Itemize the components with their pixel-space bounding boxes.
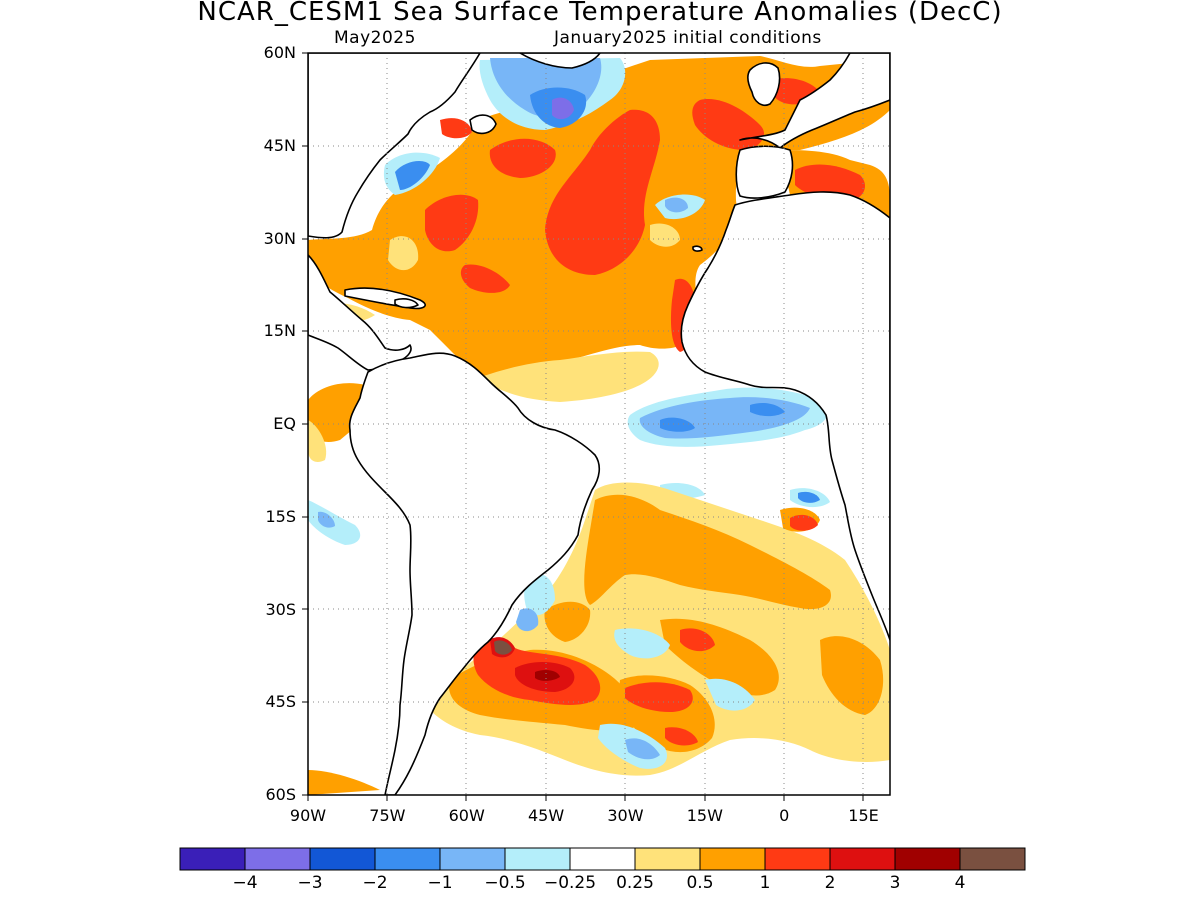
lat-label: EQ — [273, 414, 296, 433]
legend-label: −1 — [427, 873, 453, 893]
legend-swatch — [504, 847, 571, 871]
legend-swatch — [374, 847, 441, 871]
initial-conditions: January2025 initial conditions — [554, 28, 822, 48]
anomaly-cold-equatorial — [627, 387, 828, 499]
north-america-land — [308, 53, 481, 239]
central-america-land — [308, 254, 412, 371]
legend-label: −4 — [232, 873, 258, 893]
lat-label: 30S — [265, 599, 296, 619]
legend-label: −2 — [362, 873, 388, 893]
legend-swatch — [179, 847, 246, 871]
greenland-land — [519, 53, 601, 69]
anomaly-cold-south-atlantic — [308, 488, 830, 769]
legend-label: −0.5 — [484, 873, 526, 893]
south-america-land — [348, 352, 601, 795]
legend-swatch — [959, 847, 1026, 871]
lon-label: 45W — [527, 806, 565, 825]
legend-label: −3 — [297, 873, 323, 893]
anomaly-cold-north-atlantic — [383, 58, 705, 220]
legend-swatch — [894, 847, 961, 871]
hispaniola-land — [394, 298, 419, 309]
legend-label: −0.25 — [543, 873, 597, 893]
legend-swatch — [829, 847, 896, 871]
lat-label: 15N — [263, 321, 296, 341]
canary-islands — [692, 245, 703, 252]
anomaly-hot-south-atlantic — [473, 514, 818, 746]
legend-label: 4 — [954, 873, 966, 893]
lon-label: 30W — [607, 806, 644, 825]
land — [308, 53, 890, 795]
axis-ticks — [302, 52, 864, 801]
map-gridlines — [308, 53, 890, 795]
lat-label: 60N — [263, 43, 296, 62]
legend-swatch — [309, 847, 376, 871]
chart-title: NCAR_CESM1 Sea Surface Temperature Anoma… — [197, 0, 1003, 27]
forecast-month: May2025 — [334, 28, 416, 48]
legend-swatch — [634, 847, 701, 871]
lon-label: 15E — [848, 806, 879, 825]
legend-swatch — [439, 847, 506, 871]
legend-label: 2 — [824, 873, 836, 893]
africa-land — [680, 191, 890, 641]
lat-label: 60S — [265, 785, 296, 804]
lat-label: 45S — [265, 692, 296, 712]
lat-label: 45N — [263, 135, 296, 155]
anomaly-mild-warm — [308, 223, 680, 462]
legend-label: 1 — [759, 873, 771, 893]
legend-label: 0.5 — [686, 873, 714, 893]
legend-label: 0.25 — [616, 873, 654, 893]
lon-label: 60W — [448, 806, 485, 825]
legend-swatch — [244, 847, 311, 871]
legend-swatch — [699, 847, 766, 871]
legend-label: 3 — [889, 873, 901, 893]
legend-swatch — [764, 847, 831, 871]
lon-label: 90W — [289, 806, 327, 825]
legend-swatch — [569, 847, 636, 871]
newfoundland-land — [469, 114, 497, 135]
europe-land — [739, 53, 890, 149]
lon-label: 75W — [369, 806, 406, 825]
lat-label: 30N — [263, 228, 296, 248]
lat-label: 15S — [265, 506, 296, 526]
lon-label: 15W — [686, 806, 723, 825]
iberia-land — [735, 145, 794, 199]
british-isles-land — [747, 62, 781, 107]
lon-label: 0 — [779, 806, 790, 825]
